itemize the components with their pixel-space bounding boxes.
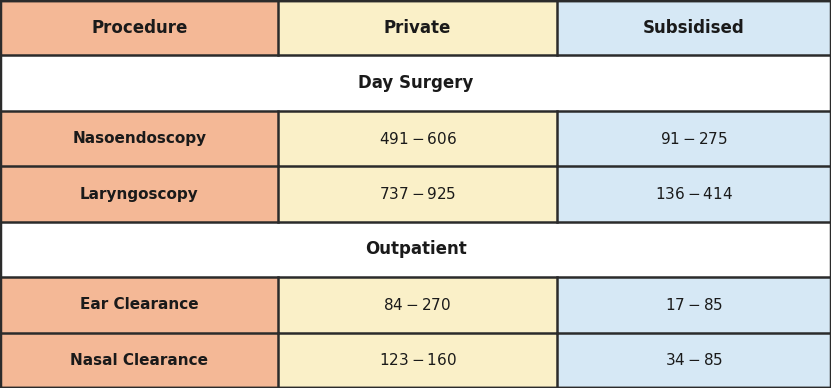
Bar — [0, 277, 278, 333]
Bar — [557, 277, 831, 333]
Bar — [557, 166, 831, 222]
Text: $91 - $275: $91 - $275 — [660, 131, 728, 147]
Bar — [0, 166, 278, 222]
Text: $491 - $606: $491 - $606 — [379, 131, 456, 147]
Bar — [278, 111, 557, 166]
Text: Subsidised: Subsidised — [643, 19, 745, 37]
Text: $17 - $85: $17 - $85 — [665, 297, 723, 313]
Bar — [0, 111, 278, 166]
Bar — [0, 0, 278, 55]
Text: Outpatient: Outpatient — [365, 241, 466, 258]
Bar — [278, 277, 557, 333]
Bar — [278, 333, 557, 388]
Text: Nasal Clearance: Nasal Clearance — [70, 353, 209, 368]
Text: Private: Private — [384, 19, 451, 37]
Text: $737 - $925: $737 - $925 — [379, 186, 456, 202]
Bar — [0, 55, 831, 111]
Text: $123 - $160: $123 - $160 — [379, 352, 456, 368]
Bar — [557, 111, 831, 166]
Bar — [278, 166, 557, 222]
Text: $34 - $85: $34 - $85 — [665, 352, 723, 368]
Text: $84 - $270: $84 - $270 — [383, 297, 452, 313]
Bar — [557, 333, 831, 388]
Bar — [278, 0, 557, 55]
Text: Ear Clearance: Ear Clearance — [80, 297, 199, 312]
Bar — [0, 333, 278, 388]
Text: $136 - $414: $136 - $414 — [655, 186, 733, 202]
Bar — [557, 0, 831, 55]
Bar — [0, 222, 831, 277]
Text: Day Surgery: Day Surgery — [358, 74, 473, 92]
Text: Procedure: Procedure — [91, 19, 187, 37]
Text: Laryngoscopy: Laryngoscopy — [80, 187, 199, 201]
Text: Nasoendoscopy: Nasoendoscopy — [72, 131, 206, 146]
